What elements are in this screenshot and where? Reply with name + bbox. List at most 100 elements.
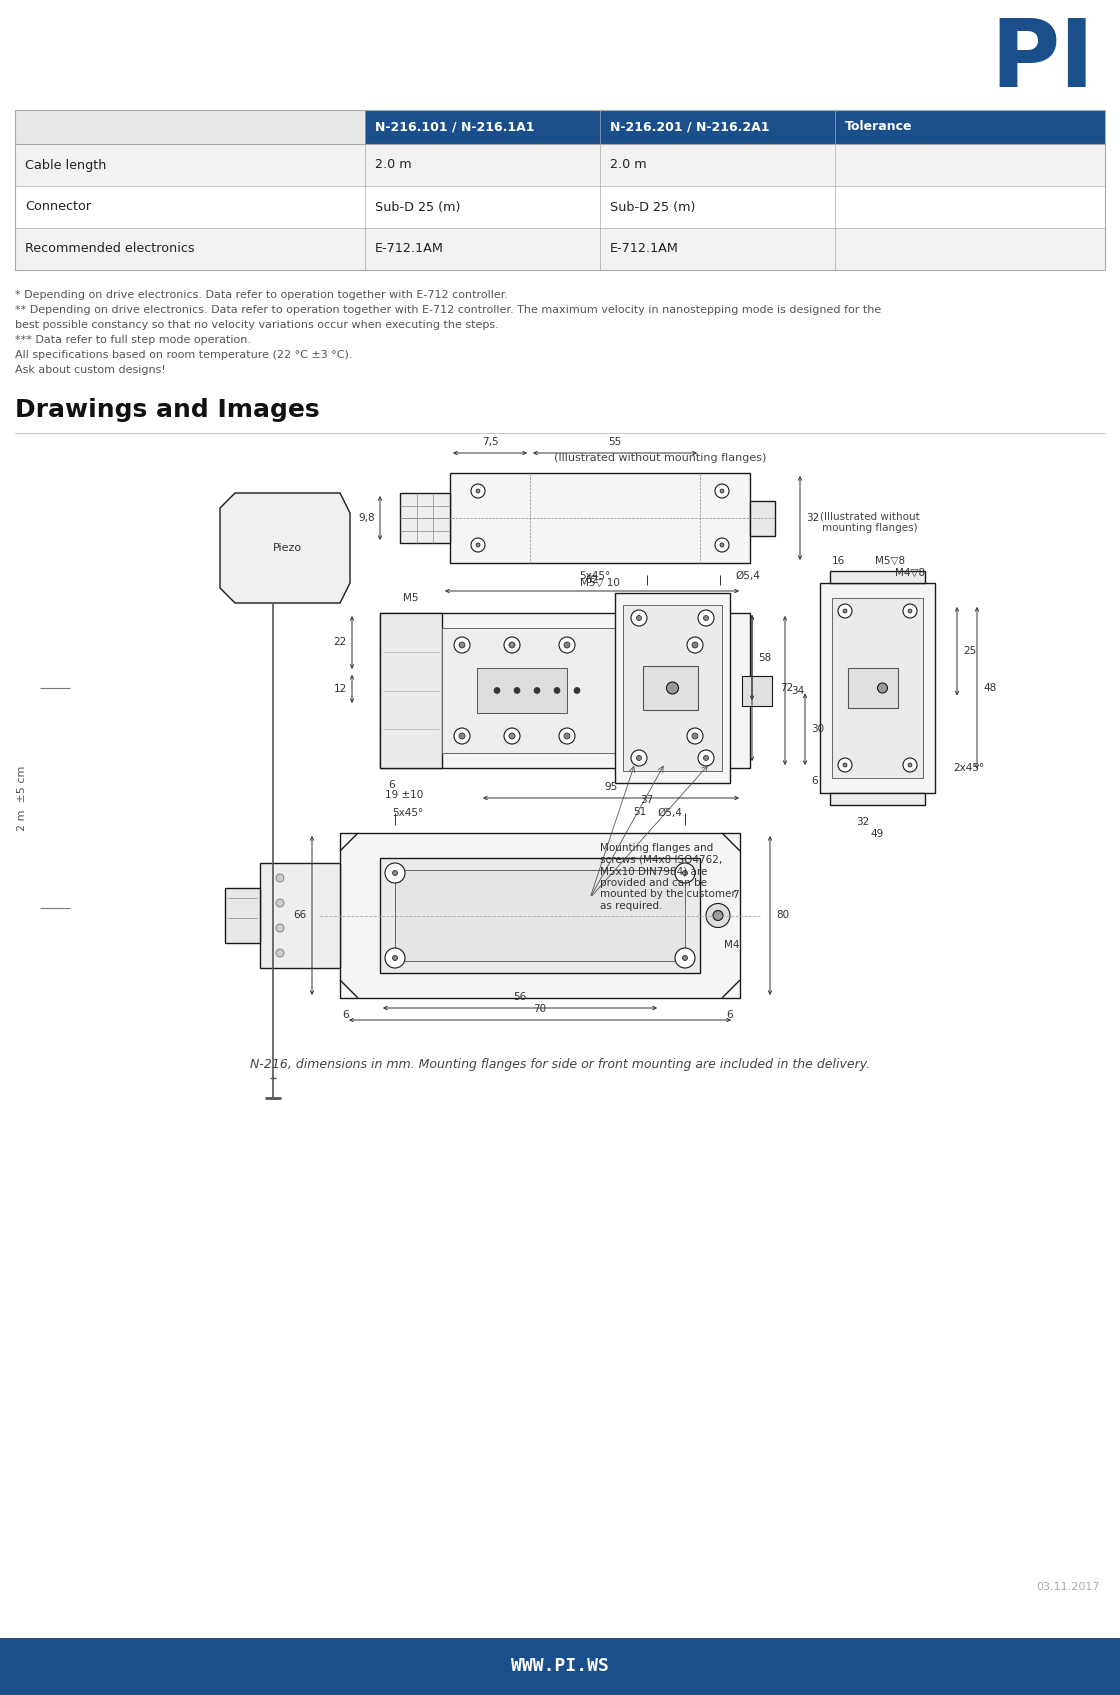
Polygon shape (220, 493, 349, 603)
Circle shape (276, 924, 284, 932)
Text: 56: 56 (513, 992, 526, 1002)
Bar (380, 614, 442, 768)
Text: M4: M4 (725, 941, 739, 951)
Circle shape (713, 910, 724, 920)
Text: Ø5,4: Ø5,4 (735, 571, 759, 581)
Bar (442, 629, 720, 753)
Circle shape (908, 609, 912, 614)
Bar (615, 593, 730, 783)
Circle shape (636, 615, 642, 620)
Circle shape (703, 756, 709, 761)
Bar (365, 186, 600, 229)
Circle shape (843, 763, 847, 768)
Bar (340, 832, 740, 998)
Circle shape (564, 732, 570, 739)
Circle shape (631, 610, 647, 625)
Bar (848, 668, 898, 709)
Text: 30: 30 (811, 724, 824, 734)
Text: 16: 16 (831, 556, 844, 566)
Text: 82: 82 (586, 575, 598, 585)
Text: 5x45°: 5x45° (579, 571, 610, 581)
Bar (450, 473, 750, 563)
Circle shape (692, 732, 698, 739)
Circle shape (534, 688, 540, 693)
Circle shape (454, 727, 470, 744)
Circle shape (454, 637, 470, 653)
Text: 58: 58 (758, 653, 772, 663)
Text: 72: 72 (780, 683, 793, 693)
Circle shape (508, 732, 515, 739)
Text: Tolerance: Tolerance (844, 120, 913, 134)
Text: M4▽8: M4▽8 (895, 568, 925, 578)
Text: 37: 37 (641, 795, 654, 805)
Text: Piezo: Piezo (273, 542, 302, 553)
Text: Connector: Connector (25, 200, 91, 214)
Circle shape (903, 758, 917, 771)
Text: M5▽8: M5▽8 (875, 556, 905, 566)
Bar (600, 144, 836, 186)
Circle shape (504, 637, 520, 653)
Text: WWW.PI.WS: WWW.PI.WS (511, 1658, 609, 1675)
Circle shape (698, 610, 715, 625)
Bar (15, 110, 365, 144)
Text: M5▽ 10: M5▽ 10 (580, 578, 620, 588)
Circle shape (392, 871, 398, 876)
Circle shape (715, 537, 729, 553)
Text: 80: 80 (776, 910, 790, 920)
Text: 5x45°: 5x45° (392, 809, 423, 819)
Text: Sub-D 25 (m): Sub-D 25 (m) (375, 200, 460, 214)
Text: N-216.201 / N-216.2A1: N-216.201 / N-216.2A1 (610, 120, 769, 134)
Text: N-216, dimensions in mm. Mounting flanges for side or front mounting are include: N-216, dimensions in mm. Mounting flange… (250, 1058, 870, 1071)
Text: Recommended electronics: Recommended electronics (25, 242, 195, 256)
Circle shape (838, 758, 852, 771)
Circle shape (838, 603, 852, 619)
Bar (0, 1637, 1120, 1695)
Bar (380, 858, 700, 973)
Text: 2.0 m: 2.0 m (375, 159, 412, 171)
Circle shape (476, 542, 480, 547)
Bar (395, 870, 685, 961)
Text: best possible constancy so that no velocity variations occur when executing the : best possible constancy so that no veloc… (15, 320, 498, 331)
Bar (260, 863, 340, 968)
Bar (365, 144, 600, 186)
Text: Mounting flanges and
screws (M4x8 ISO4762,
M5x10 DIN7984) are
provided and can b: Mounting flanges and screws (M4x8 ISO476… (600, 842, 736, 910)
Text: 32: 32 (806, 514, 819, 524)
Circle shape (573, 688, 580, 693)
Bar (225, 888, 260, 942)
Circle shape (472, 485, 485, 498)
Text: 7,5: 7,5 (482, 437, 498, 447)
Text: Drawings and Images: Drawings and Images (15, 398, 319, 422)
Circle shape (459, 642, 465, 647)
Bar (400, 493, 450, 542)
Circle shape (559, 637, 575, 653)
Circle shape (877, 683, 887, 693)
Circle shape (675, 948, 696, 968)
Text: 03.11.2017: 03.11.2017 (1036, 1581, 1100, 1592)
Text: 7: 7 (732, 890, 738, 900)
Text: 66: 66 (293, 910, 307, 920)
Text: 22: 22 (334, 637, 347, 647)
Circle shape (459, 732, 465, 739)
Bar (600, 186, 836, 229)
Circle shape (687, 727, 703, 744)
Text: 6: 6 (389, 780, 395, 790)
Text: Sub-D 25 (m): Sub-D 25 (m) (610, 200, 696, 214)
Text: Ø5,4: Ø5,4 (657, 809, 682, 819)
Bar (365, 229, 600, 270)
Bar (15, 186, 365, 229)
Bar (623, 605, 722, 771)
Circle shape (903, 603, 917, 619)
Text: ** Depending on drive electronics. Data refer to operation together with E-712 c: ** Depending on drive electronics. Data … (15, 305, 881, 315)
Circle shape (559, 727, 575, 744)
Circle shape (276, 875, 284, 881)
Text: 2 m  ±5 cm: 2 m ±5 cm (17, 766, 27, 831)
Circle shape (682, 956, 688, 961)
Text: * Depending on drive electronics. Data refer to operation together with E-712 co: * Depending on drive electronics. Data r… (15, 290, 508, 300)
Text: 6: 6 (343, 1010, 349, 1020)
Text: N-216.101 / N-216.1A1: N-216.101 / N-216.1A1 (375, 120, 534, 134)
Circle shape (631, 749, 647, 766)
Text: 12: 12 (334, 685, 347, 693)
Text: 2x45°: 2x45° (953, 763, 984, 773)
Circle shape (706, 903, 730, 927)
Text: 6: 6 (812, 776, 819, 786)
